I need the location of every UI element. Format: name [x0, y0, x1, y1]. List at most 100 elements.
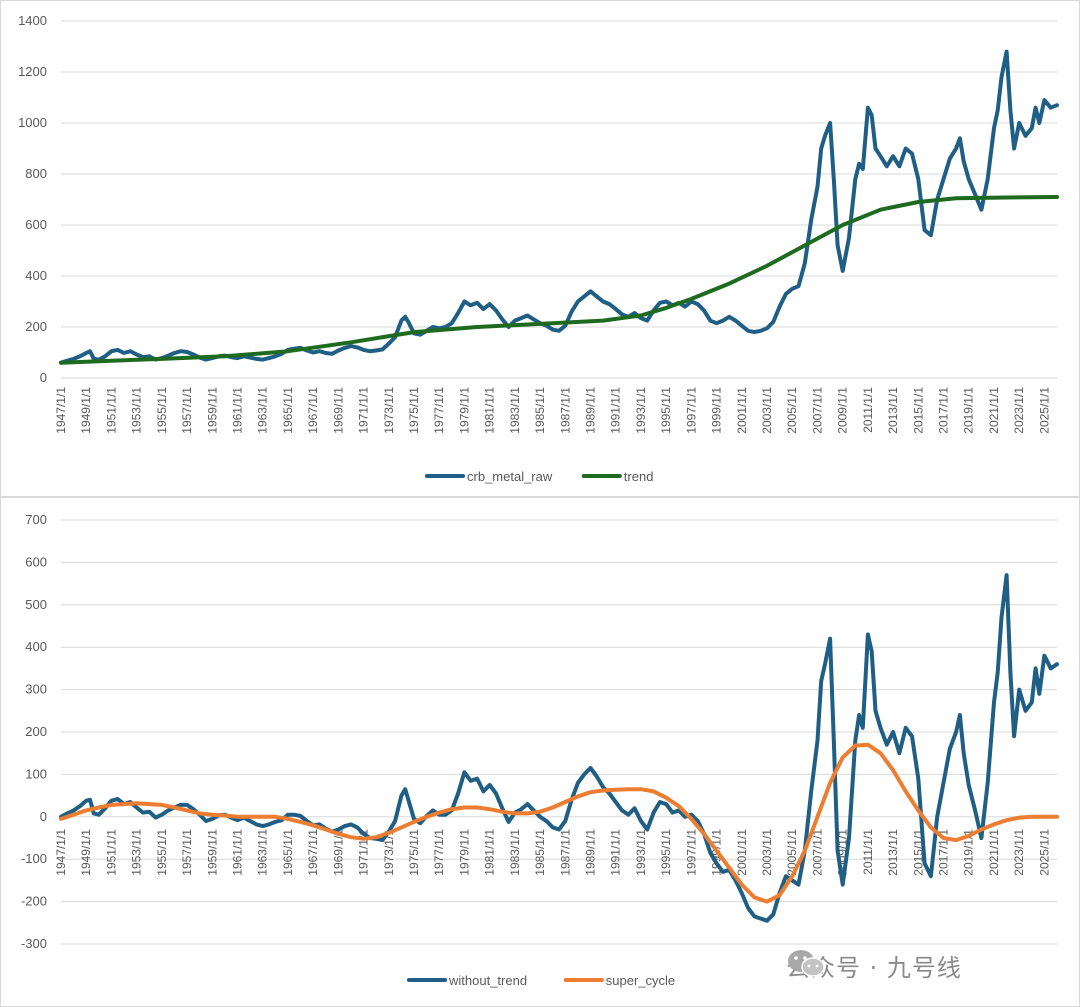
y-tick-label: 600 — [25, 554, 47, 569]
y-tick-label: 300 — [25, 682, 47, 697]
wechat-icon — [788, 950, 825, 977]
x-tick-label: 1953/1/1 — [130, 387, 144, 434]
legend-label: super_cycle — [606, 973, 675, 988]
x-tick-label: 1977/1/1 — [432, 829, 446, 876]
x-tick-label: 1975/1/1 — [407, 829, 421, 876]
x-tick-label: 2013/1/1 — [886, 387, 900, 434]
x-tick-label: 1987/1/1 — [558, 387, 572, 434]
x-tick-label: 1967/1/1 — [306, 829, 320, 876]
x-tick-label: 1951/1/1 — [104, 387, 118, 434]
x-tick-label: 1955/1/1 — [155, 387, 169, 434]
x-tick-label: 1983/1/1 — [508, 387, 522, 434]
x-tick-label: 2017/1/1 — [937, 387, 951, 434]
y-tick-label: 400 — [25, 639, 47, 654]
x-tick-label: 2015/1/1 — [911, 387, 925, 434]
x-tick-label: 1953/1/1 — [130, 829, 144, 876]
y-tick-label: 600 — [25, 217, 47, 232]
y-tick-label: 0 — [40, 370, 47, 385]
x-tick-label: 2007/1/1 — [810, 829, 824, 876]
x-tick-label: 2025/1/1 — [1037, 829, 1051, 876]
x-tick-label: 1999/1/1 — [710, 387, 724, 434]
x-tick-label: 2021/1/1 — [987, 829, 1001, 876]
chart-bottom-svg: -300 -200 -100 0 100 200 300 400 500 600 700 1947/1… — [21, 512, 1059, 988]
x-tick-label: 2007/1/1 — [810, 387, 824, 434]
x-tick-label: 2001/1/1 — [735, 387, 749, 434]
x-tick-label: 1949/1/1 — [79, 829, 93, 876]
x-tick-label: 1957/1/1 — [180, 829, 194, 876]
x-tick-label: 2023/1/1 — [1012, 829, 1026, 876]
x-tick-label: 1969/1/1 — [331, 387, 345, 434]
x-tick-label: 1949/1/1 — [79, 387, 93, 434]
x-tick-label: 1993/1/1 — [634, 387, 648, 434]
y-tick-label: 800 — [25, 166, 47, 181]
x-tick-label: 1989/1/1 — [584, 829, 598, 876]
x-tick-label: 1947/1/1 — [54, 387, 68, 434]
x-tick-label: 1979/1/1 — [457, 387, 471, 434]
x-tick-label: 1951/1/1 — [104, 829, 118, 876]
x-tick-label: 1967/1/1 — [306, 387, 320, 434]
x-tick-label: 2009/1/1 — [836, 387, 850, 434]
x-tick-label: 1981/1/1 — [483, 387, 497, 434]
x-tick-label: 1991/1/1 — [609, 387, 623, 434]
x-tick-label: 1965/1/1 — [281, 829, 295, 876]
x-tick-label: 1989/1/1 — [584, 387, 598, 434]
x-tick-label: 1997/1/1 — [684, 387, 698, 434]
x-tick-label: 1961/1/1 — [231, 829, 245, 876]
x-tick-label: 2003/1/1 — [760, 387, 774, 434]
x-tick-label: 2025/1/1 — [1037, 387, 1051, 434]
y-tick-label: -200 — [21, 894, 47, 909]
x-tick-label: 1971/1/1 — [357, 387, 371, 434]
legend-item-super-cycle: super_cycle — [563, 973, 675, 988]
x-tick-label: 1963/1/1 — [256, 829, 270, 876]
legend-item-crb-metal-raw: crb_metal_raw — [425, 469, 553, 484]
x-tick-label: 2003/1/1 — [760, 829, 774, 876]
x-tick-label: 2019/1/1 — [962, 829, 976, 876]
y-tick-label: 1000 — [18, 115, 47, 130]
y-tick-label: 400 — [25, 268, 47, 283]
x-tick-label: 1971/1/1 — [357, 829, 371, 876]
x-tick-label: 2021/1/1 — [987, 387, 1001, 434]
legend-label: trend — [624, 469, 654, 484]
x-tick-label: 2001/1/1 — [735, 829, 749, 876]
x-tick-label: 1963/1/1 — [256, 387, 270, 434]
legend-item-trend: trend — [581, 469, 654, 484]
y-tick-label: -300 — [21, 936, 47, 951]
x-tick-label: 1977/1/1 — [432, 387, 446, 434]
x-tick-label: 1955/1/1 — [155, 829, 169, 876]
x-tick-label: 1985/1/1 — [533, 387, 547, 434]
series-line-super-cycle — [59, 742, 1059, 904]
x-tick-label: 2011/1/1 — [861, 829, 875, 875]
series-line-crb-metal-raw — [59, 49, 1059, 365]
x-tick-label: 1995/1/1 — [659, 829, 673, 876]
y-tick-label: 700 — [25, 512, 47, 527]
legend-label: without_trend — [448, 973, 527, 988]
x-tick-label: 2023/1/1 — [1012, 387, 1026, 434]
legend-label: crb_metal_raw — [467, 469, 553, 484]
x-tick-label: 2005/1/1 — [785, 387, 799, 434]
x-tick-label: 1947/1/1 — [54, 829, 68, 876]
y-tick-label: 200 — [25, 724, 47, 739]
x-tick-label: 1973/1/1 — [382, 387, 396, 434]
x-tick-label: 1965/1/1 — [281, 387, 295, 434]
watermark: 公众号 · 九号线 — [786, 948, 962, 982]
x-tick-label: 1975/1/1 — [407, 387, 421, 434]
x-tick-label: 1991/1/1 — [609, 829, 623, 876]
y-tick-label: 200 — [25, 319, 47, 334]
x-tick-label: 2019/1/1 — [962, 387, 976, 434]
x-tick-label: 1959/1/1 — [205, 829, 219, 876]
x-tick-label: 1979/1/1 — [457, 829, 471, 876]
x-tick-label: 1957/1/1 — [180, 387, 194, 434]
x-tick-label: 1993/1/1 — [634, 829, 648, 876]
y-tick-label: -100 — [21, 851, 47, 866]
y-tick-label: 1200 — [18, 64, 47, 79]
x-tick-label: 1985/1/1 — [533, 829, 547, 876]
y-tick-label: 0 — [40, 809, 47, 824]
x-tick-label: 1961/1/1 — [231, 387, 245, 434]
x-tick-label: 1987/1/1 — [558, 829, 572, 876]
x-tick-label: 1969/1/1 — [331, 829, 345, 876]
y-tick-label: 1400 — [18, 13, 47, 28]
x-tick-label: 2005/1/1 — [785, 829, 799, 876]
y-tick-label: 500 — [25, 597, 47, 612]
x-tick-label: 1995/1/1 — [659, 387, 673, 434]
x-tick-label: 1983/1/1 — [508, 829, 522, 876]
